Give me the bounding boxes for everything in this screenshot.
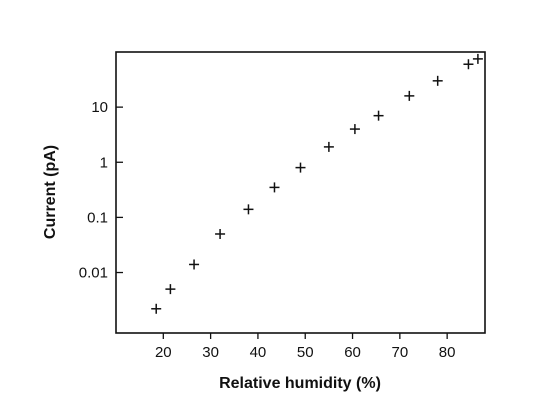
y-tick-label-0: 0.01 [79,265,108,282]
data-point-6 [295,162,306,173]
data-point-11 [432,75,443,86]
data-point-5 [269,182,280,193]
data-point-4 [243,204,254,215]
data-point-12 [463,59,474,70]
data-point-10 [404,90,415,101]
data-points [151,53,483,314]
data-point-3 [215,228,226,239]
y-axis-title: Current (pA) [42,145,59,239]
y-axis: 0.01 0.1 1 10 [79,99,123,282]
data-point-8 [349,124,360,135]
data-point-9 [373,110,384,121]
data-point-0 [151,303,162,314]
y-tick-label-2: 1 [100,154,108,171]
x-tick-label-80: 80 [439,344,456,361]
x-tick-label-50: 50 [297,344,314,361]
plot-frame [115,51,486,334]
x-tick-label-30: 30 [202,344,219,361]
data-point-1 [165,284,176,295]
data-point-7 [323,141,334,152]
x-axis-title: Relative humidity (%) [219,375,381,392]
y-tick-label-3: 10 [91,99,108,116]
x-axis: 20 30 40 50 60 70 80 [155,333,456,361]
data-point-2 [189,259,200,270]
x-tick-label-60: 60 [344,344,361,361]
x-tick-label-70: 70 [392,344,409,361]
y-tick-label-1: 0.1 [87,209,108,226]
data-point-13 [472,53,483,64]
x-tick-label-20: 20 [155,344,172,361]
x-tick-label-40: 40 [250,344,267,361]
